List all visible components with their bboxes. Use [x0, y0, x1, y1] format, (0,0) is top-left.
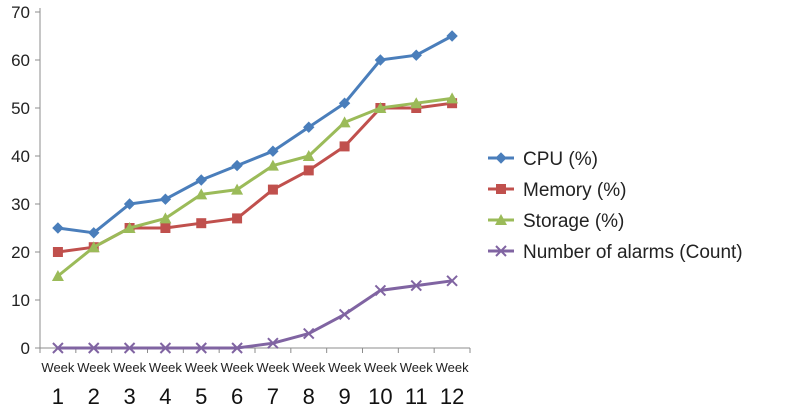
- x-tick-label-number: 1: [52, 384, 64, 409]
- data-point: [338, 97, 351, 109]
- legend-item: Storage (%): [488, 211, 624, 232]
- series-group: [51, 30, 459, 354]
- y-tick-label: 50: [11, 99, 30, 118]
- y-tick-label: 10: [11, 291, 30, 310]
- data-point: [195, 174, 207, 186]
- data-point: [52, 247, 63, 257]
- data-point: [302, 150, 315, 161]
- data-point: [339, 141, 350, 152]
- series-4: [52, 275, 458, 354]
- data-point: [410, 49, 422, 61]
- legend-swatch-marker: [495, 245, 507, 257]
- data-point: [88, 342, 100, 354]
- data-point: [231, 159, 243, 172]
- data-point: [159, 342, 172, 354]
- x-tick-label-number: 10: [368, 384, 392, 409]
- data-point: [123, 342, 136, 354]
- x-tick-label-number: 5: [195, 384, 207, 409]
- data-point: [446, 92, 459, 104]
- x-tick-label-number: 2: [88, 384, 100, 409]
- series-1: [52, 30, 458, 239]
- legend-item: Number of alarms (Count): [488, 242, 743, 263]
- data-point: [267, 337, 279, 349]
- data-point: [159, 212, 172, 224]
- data-point: [123, 198, 136, 210]
- legend-item: CPU (%): [488, 149, 598, 170]
- y-axis-ticks: 0 10 20 30 40 50 60 70: [11, 3, 40, 358]
- data-point: [232, 213, 243, 224]
- x-tick-label-word: Week: [256, 360, 289, 375]
- data-point: [267, 184, 278, 195]
- x-tick-label-word: Week: [113, 360, 146, 375]
- data-point: [231, 183, 244, 195]
- data-point: [160, 223, 171, 233]
- y-tick-label: 0: [21, 339, 30, 358]
- data-point: [52, 342, 64, 354]
- data-point: [374, 284, 387, 297]
- x-tick-label-word: Week: [328, 360, 361, 375]
- y-tick-label: 30: [11, 195, 30, 214]
- x-tick-label-word: Week: [221, 360, 254, 375]
- data-point: [374, 54, 387, 66]
- legend-item: Memory (%): [488, 180, 626, 201]
- x-tick-label-word: Week: [292, 360, 325, 375]
- data-point: [195, 342, 207, 354]
- legend-label: CPU (%): [523, 149, 598, 170]
- legend-swatch-marker: [495, 214, 507, 225]
- y-tick-label: 60: [11, 51, 30, 70]
- data-point: [338, 308, 351, 321]
- data-point: [51, 270, 64, 281]
- legend-swatch-marker: [495, 152, 507, 164]
- data-point: [410, 97, 423, 109]
- x-tick-label-word: Week: [149, 360, 182, 375]
- data-point: [446, 275, 458, 287]
- legend-label: Memory (%): [523, 180, 626, 201]
- x-tick-label-word: Week: [364, 360, 397, 375]
- legend-label: Number of alarms (Count): [523, 242, 743, 263]
- data-point: [87, 241, 100, 253]
- x-axis-ticks: Week 1 Week 2 Week 3 Week 4 Week 5 Week 6 Week 7 Week 8…: [39, 348, 471, 409]
- x-tick-label-number: 3: [123, 384, 135, 409]
- x-tick-label-number: 8: [303, 384, 315, 409]
- x-tick-label-word: Week: [185, 360, 218, 375]
- x-tick-label-word: Week: [436, 360, 469, 375]
- data-point: [410, 279, 422, 292]
- data-point: [196, 218, 207, 229]
- legend-swatch-marker: [496, 184, 506, 194]
- legend-label: Storage (%): [523, 211, 624, 232]
- y-tick-label: 40: [11, 147, 30, 166]
- series-line: [56, 96, 453, 278]
- x-tick-label-number: 4: [159, 384, 171, 409]
- data-point: [267, 145, 279, 157]
- x-tick-label-number: 7: [267, 384, 279, 409]
- data-point: [303, 327, 315, 340]
- data-point: [266, 159, 279, 171]
- data-point: [338, 116, 351, 128]
- legend: CPU (%) Memory (%) Storage (%) Number of al…: [488, 149, 743, 263]
- y-tick-label: 20: [11, 243, 30, 262]
- x-tick-label-word: Week: [400, 360, 433, 375]
- series-3: [51, 92, 459, 281]
- data-point: [159, 193, 172, 205]
- data-point: [374, 102, 387, 113]
- x-tick-label-word: Week: [41, 360, 74, 375]
- x-tick-label-number: 12: [440, 384, 464, 409]
- x-tick-label-number: 6: [231, 384, 243, 409]
- data-point: [88, 227, 100, 239]
- series-line: [57, 279, 453, 350]
- data-point: [446, 30, 458, 42]
- series-line: [57, 34, 453, 235]
- data-point: [231, 342, 243, 354]
- x-tick-label-number: 9: [338, 384, 350, 409]
- data-point: [303, 165, 314, 176]
- data-point: [303, 121, 315, 133]
- data-point: [123, 222, 136, 233]
- data-point: [195, 188, 208, 200]
- x-tick-label-number: 11: [405, 384, 428, 409]
- x-tick-label-word: Week: [77, 360, 110, 375]
- data-point: [52, 222, 64, 234]
- y-tick-label: 70: [11, 3, 30, 22]
